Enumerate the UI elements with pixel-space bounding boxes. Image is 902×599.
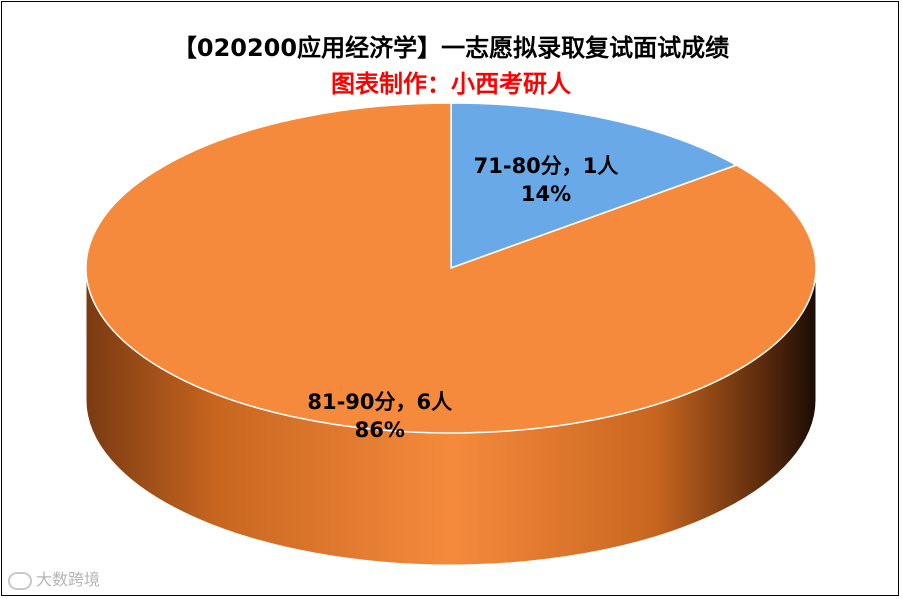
watermark-text: 大数跨境 [36, 570, 101, 589]
chart-subtitle: 图表制作：小西考研人 [331, 70, 571, 98]
weibo-logo-icon [8, 571, 32, 590]
pie-slice-1 [450, 102, 739, 270]
chart-title: 【020200应用经济学】一志愿拟录取复试面试成绩 [172, 34, 730, 62]
slice-percent-1: 14% [521, 182, 571, 206]
slice-label-2: 81-90分，6人 [307, 390, 452, 414]
slice-percent-2: 86% [355, 418, 405, 442]
pie-slice-2 [85, 102, 817, 434]
slice-label-1: 71-80分，1人 [474, 154, 619, 178]
watermark: 大数跨境 [8, 566, 100, 590]
